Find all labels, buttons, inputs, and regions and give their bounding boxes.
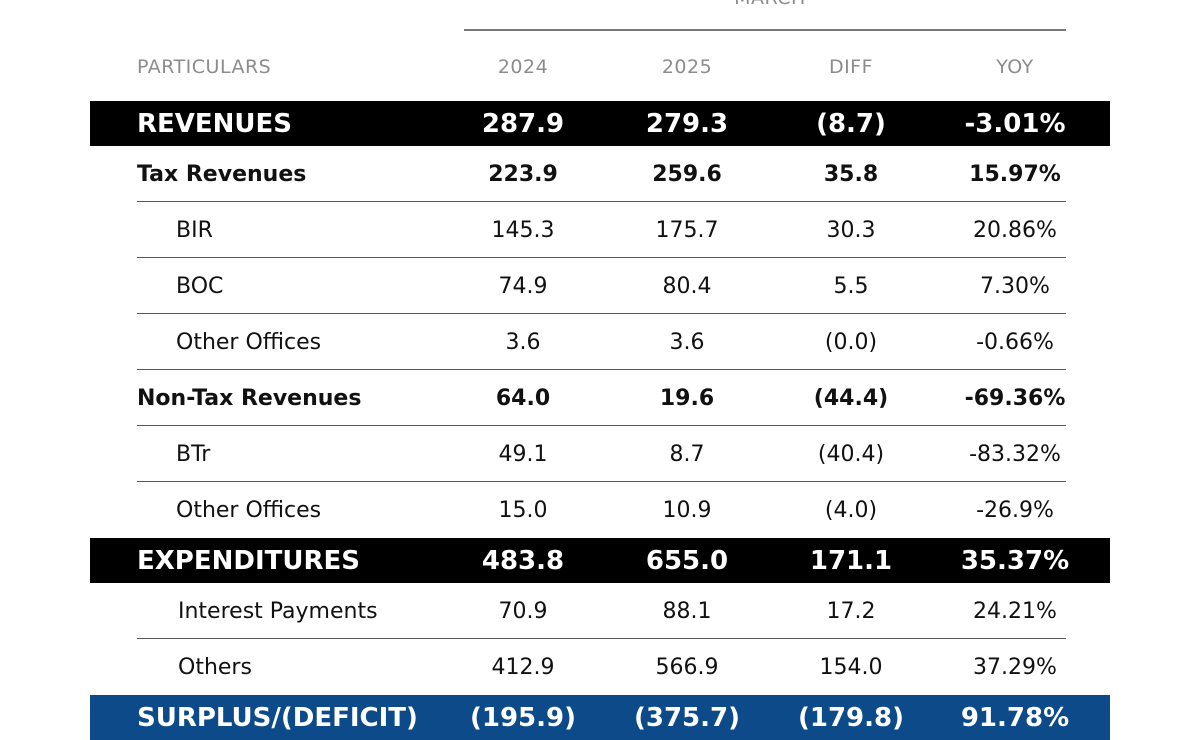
row-value: 88.1 <box>662 598 712 624</box>
row-value: 7.30% <box>980 273 1050 299</box>
row-value: 19.6 <box>659 385 715 411</box>
row-rule <box>137 257 1066 258</box>
row-label: REVENUES <box>137 108 293 139</box>
row-band <box>90 101 1110 146</box>
row-label: BOC <box>176 273 224 299</box>
row-value: -0.66% <box>976 329 1054 355</box>
row-value: 15.97% <box>969 161 1061 187</box>
row-label: BTr <box>176 441 211 467</box>
row-rule <box>137 638 1066 639</box>
row-value: 24.21% <box>973 598 1057 624</box>
row-value: 80.4 <box>662 273 712 299</box>
row-label: Non-Tax Revenues <box>137 385 362 411</box>
row-value: 223.9 <box>488 161 558 187</box>
row-value: 37.29% <box>973 654 1057 680</box>
row-label: Interest Payments <box>178 598 378 624</box>
row-value: (195.9) <box>469 702 576 733</box>
row-value: -83.32% <box>969 441 1061 467</box>
row-label: EXPENDITURES <box>137 545 360 576</box>
column-header: DIFF <box>828 56 874 78</box>
row-value: 171.1 <box>809 545 893 576</box>
row-value: (44.4) <box>813 385 889 411</box>
row-rule <box>137 201 1066 202</box>
row-label: Other Offices <box>176 329 322 355</box>
row-value: 30.3 <box>826 217 876 243</box>
row-value: 8.7 <box>669 441 705 467</box>
row-rule <box>137 425 1066 426</box>
row-value: 279.3 <box>645 108 729 139</box>
row-band <box>90 538 1110 583</box>
row-value: (8.7) <box>816 108 886 139</box>
row-value: 70.9 <box>498 598 548 624</box>
row-value: 483.8 <box>481 545 565 576</box>
row-label: SURPLUS/(DEFICIT) <box>137 702 418 733</box>
row-value: 91.78% <box>960 702 1070 733</box>
row-value: 49.1 <box>498 441 548 467</box>
row-value: 145.3 <box>491 217 555 243</box>
row-value: 17.2 <box>826 598 876 624</box>
row-rule <box>137 481 1066 482</box>
row-value: 3.6 <box>505 329 541 355</box>
row-value: -26.9% <box>976 497 1054 523</box>
row-value: (4.0) <box>824 497 878 523</box>
row-value: (0.0) <box>824 329 878 355</box>
row-value: 5.5 <box>833 273 869 299</box>
row-value: (40.4) <box>817 441 885 467</box>
row-value: 64.0 <box>495 385 551 411</box>
row-value: 287.9 <box>481 108 565 139</box>
row-value: (375.7) <box>633 702 740 733</box>
row-band <box>90 695 1110 740</box>
row-value: -3.01% <box>964 108 1066 139</box>
group-title: MARCH <box>620 0 920 10</box>
row-rule <box>137 313 1066 314</box>
row-value: -69.36% <box>964 385 1066 411</box>
row-label: Other Offices <box>176 497 322 523</box>
row-value: 175.7 <box>655 217 719 243</box>
row-value: 35.37% <box>960 545 1070 576</box>
group-rule <box>464 29 1066 31</box>
row-value: (179.8) <box>797 702 904 733</box>
row-label: Others <box>178 654 252 680</box>
column-header: 2025 <box>661 56 713 78</box>
row-rule <box>137 369 1066 370</box>
row-label: Tax Revenues <box>137 161 307 187</box>
row-value: 10.9 <box>662 497 712 523</box>
row-value: 15.0 <box>498 497 548 523</box>
column-header: PARTICULARS <box>137 56 272 78</box>
row-value: 566.9 <box>655 654 719 680</box>
row-value: 3.6 <box>669 329 705 355</box>
row-value: 154.0 <box>819 654 883 680</box>
row-value: 412.9 <box>491 654 555 680</box>
column-header: YOY <box>996 56 1034 78</box>
row-value: 35.8 <box>823 161 879 187</box>
row-value: 20.86% <box>973 217 1057 243</box>
row-value: 259.6 <box>652 161 722 187</box>
row-value: 74.9 <box>498 273 548 299</box>
row-value: 655.0 <box>645 545 729 576</box>
row-label: BIR <box>176 217 213 243</box>
column-header: 2024 <box>497 56 549 78</box>
